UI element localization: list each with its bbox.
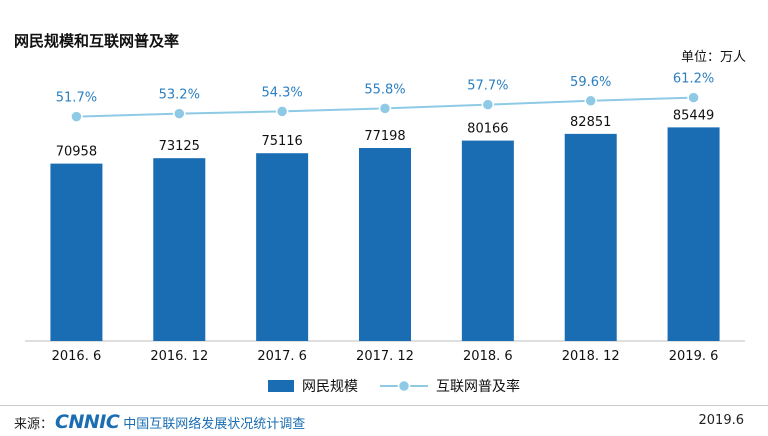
x-tick-label: 2019. 6 xyxy=(669,349,719,364)
chart-title: 网民规模和互联网普及率 xyxy=(14,32,180,50)
line-value-label: 55.8% xyxy=(364,82,405,97)
bar-value-label: 70958 xyxy=(56,145,97,160)
legend-line-label: 互联网普及率 xyxy=(436,378,520,395)
legend-bar-label: 网民规模 xyxy=(302,379,358,395)
legend-bar-swatch xyxy=(268,380,294,392)
line-point xyxy=(584,94,597,108)
footer-source: 来源： CNNIC 中国互联网络发展状况统计调查 xyxy=(14,411,305,433)
footer-date: 2019.6 xyxy=(698,413,745,428)
bar-20186 xyxy=(461,140,514,341)
line-point xyxy=(481,98,495,111)
line-point xyxy=(70,110,83,123)
line-point xyxy=(275,105,289,118)
bar-201812 xyxy=(564,133,617,341)
bar-value-label: 77198 xyxy=(364,129,405,144)
bar-20196 xyxy=(667,127,720,341)
bar-value-label: 73125 xyxy=(159,139,200,154)
survey-name: 中国互联网络发展状况统计调查 xyxy=(123,416,306,432)
x-tick-label: 2018. 6 xyxy=(463,349,513,364)
line-value-label: 51.7% xyxy=(56,91,97,106)
line-value-label: 53.2% xyxy=(159,88,200,103)
line-point xyxy=(173,107,186,120)
legend-line-marker xyxy=(397,379,411,393)
line-value-label: 57.7% xyxy=(467,79,508,94)
x-tick-label: 2016. 12 xyxy=(150,349,208,364)
line-value-label: 59.6% xyxy=(570,75,611,90)
line-point xyxy=(378,102,392,115)
chart-canvas: 70958 2016. 6 73125 2016. 12 75116 2017. 6 771… xyxy=(25,72,745,395)
bar-value-label: 75116 xyxy=(261,134,302,149)
x-tick-label: 2016. 6 xyxy=(52,349,102,364)
line-point xyxy=(687,91,700,104)
bar-20166 xyxy=(50,163,103,341)
line-value-label: 54.3% xyxy=(261,85,302,100)
bar-20176 xyxy=(256,153,309,341)
footer-divider xyxy=(0,405,768,406)
unit-label: 单位：万人 xyxy=(680,50,746,65)
bar-value-label: 85449 xyxy=(673,108,714,123)
x-tick-label: 2017. 6 xyxy=(257,349,307,364)
line-value-label: 61.2% xyxy=(673,72,714,87)
bar-201712 xyxy=(359,148,411,341)
bar-201612 xyxy=(153,158,206,341)
bar-value-label: 80166 xyxy=(467,122,508,137)
source-label: 来源： xyxy=(14,416,54,432)
x-tick-label: 2018. 12 xyxy=(562,349,620,364)
cnnic-logo: CNNIC xyxy=(55,411,120,433)
bar-value-label: 82851 xyxy=(570,115,611,130)
x-tick-label: 2017. 12 xyxy=(356,349,414,364)
